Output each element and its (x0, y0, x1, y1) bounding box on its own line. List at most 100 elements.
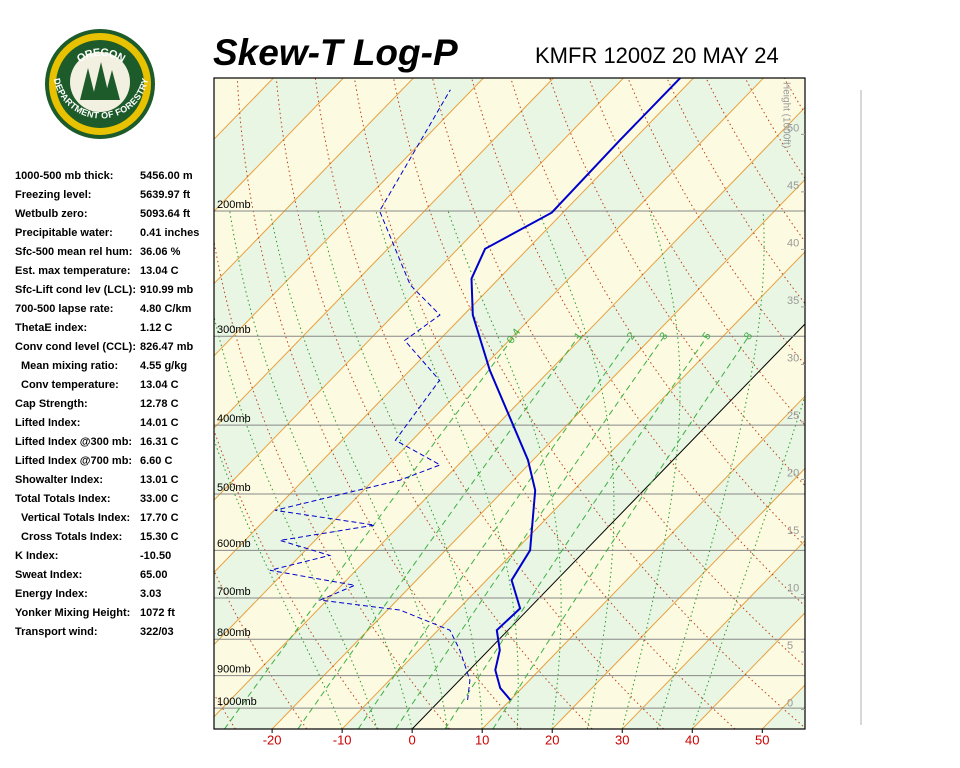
chart-subtitle: KMFR 1200Z 20 MAY 24 (535, 43, 779, 68)
chart-title: Skew-T Log-P (213, 32, 458, 73)
index-value: 5456.00 m (140, 170, 193, 182)
isotherm (271, 178, 805, 729)
x-tick-label: 0 (409, 732, 416, 747)
isotherm (214, 78, 624, 501)
mixing-ratio-label: 2 (625, 330, 638, 342)
index-label: Precipitable water: (15, 227, 113, 239)
isotherm-band (214, 78, 805, 717)
dry-adiabat (432, 78, 805, 668)
index-label: Freezing level: (15, 189, 91, 201)
mixing-ratio-label: 3 (657, 330, 670, 342)
moist-adiabat (229, 210, 413, 729)
index-value: 14.01 C (140, 417, 179, 429)
mixing-ratio-label: 8 (742, 330, 755, 342)
index-value: 13.04 C (140, 265, 179, 277)
index-value: 4.55 g/kg (140, 360, 187, 372)
index-label: Energy Index: (15, 588, 88, 600)
index-label: Cap Strength: (15, 398, 88, 410)
dry-adiabat (588, 78, 805, 427)
index-value: 13.01 C (140, 474, 179, 486)
x-tick-label: -20 (263, 732, 282, 747)
mixing-ratio-line (395, 336, 665, 729)
dry-adiabat (236, 78, 522, 729)
x-tick-label: 10 (475, 732, 489, 747)
x-tick-label: -10 (333, 732, 352, 747)
index-value: 910.99 mb (140, 284, 193, 296)
index-value: 5093.64 ft (140, 208, 190, 220)
index-label: 700-500 lapse rate: (15, 303, 113, 315)
index-value: 1072 ft (140, 607, 175, 619)
index-label: Sfc-500 mean rel hum: (15, 246, 132, 258)
height-tick-label: 40 (787, 237, 799, 249)
isotherm (214, 78, 694, 574)
index-label: Lifted Index: (15, 417, 80, 429)
plot-frame (213, 77, 806, 730)
index-value: 15.30 C (140, 531, 179, 543)
height-tick-label: 30 (787, 352, 799, 364)
moist-adiabat (538, 210, 615, 729)
index-label: Sweat Index: (15, 569, 82, 581)
index-label: Wetbulb zero: (15, 208, 88, 220)
mixing-ratio-label: 1 (572, 330, 585, 342)
height-tick-label: 5 (787, 640, 793, 652)
plot-area (214, 78, 960, 729)
moist-adiabat (317, 210, 483, 729)
index-label: ThetaE index: (15, 322, 87, 334)
moist-adiabat (447, 210, 562, 729)
index-value: 12.78 C (140, 398, 179, 410)
temperature-line (470, 78, 681, 701)
dry-adiabat (510, 78, 805, 547)
isotherm (551, 467, 805, 729)
isotherm (411, 323, 805, 729)
dry-adiabat (353, 78, 736, 729)
mixing-ratio-line (492, 336, 750, 729)
height-axis-label: Height (1000ft) (780, 82, 791, 148)
index-value: 33.00 C (140, 493, 179, 505)
index-value: 17.70 C (140, 512, 179, 524)
index-value: 6.60 C (140, 455, 172, 467)
dry-adiabat (783, 78, 805, 115)
dry-adiabat (214, 238, 450, 729)
height-tick-label: 35 (787, 295, 799, 307)
index-label: Total Totals Index: (15, 493, 111, 505)
y-tick-label: 1000mb (217, 696, 257, 708)
height-tick-label: 15 (787, 525, 799, 537)
index-label: Conv temperature: (21, 379, 119, 391)
isotherm (621, 539, 805, 729)
index-label: Sfc-Lift cond lev (LCL): (15, 284, 136, 296)
x-tick-label: 40 (685, 732, 699, 747)
index-value: 0.41 inches (140, 227, 199, 239)
index-label: Est. max temperature: (15, 265, 131, 277)
y-tick-label: 500mb (217, 482, 251, 494)
height-tick-label: 0 (787, 697, 793, 709)
dry-adiabat (862, 78, 960, 729)
index-value: 5639.97 ft (140, 189, 190, 201)
dry-adiabat (314, 78, 665, 729)
index-value: 36.06 % (140, 246, 181, 258)
dry-adiabat (823, 78, 960, 729)
isotherm (214, 78, 414, 285)
index-value: 322/03 (140, 626, 174, 638)
isotherm (214, 106, 805, 718)
x-tick-label: 30 (615, 732, 629, 747)
isotherm (832, 78, 960, 729)
isotherm (214, 78, 554, 429)
height-tick-label: 25 (787, 410, 799, 422)
isotherm (214, 78, 344, 213)
index-label: Showalter Index: (15, 474, 103, 486)
index-value: 16.31 C (140, 436, 179, 448)
dewpoint-line (269, 89, 471, 701)
index-value: -10.50 (140, 550, 171, 562)
height-tick-label: 45 (787, 180, 799, 192)
dry-adiabat (214, 569, 308, 729)
moist-adiabat (375, 210, 519, 729)
index-value: 13.04 C (140, 379, 179, 391)
y-tick-label: 600mb (217, 538, 251, 550)
y-tick-label: 900mb (217, 663, 251, 675)
x-tick-label: 50 (755, 732, 769, 747)
mixing-ratio-line (224, 335, 515, 729)
logo: OREGON DEPARTMENT OF FORESTRY (45, 29, 155, 139)
isotherm (214, 78, 764, 646)
dry-adiabat (901, 78, 960, 729)
